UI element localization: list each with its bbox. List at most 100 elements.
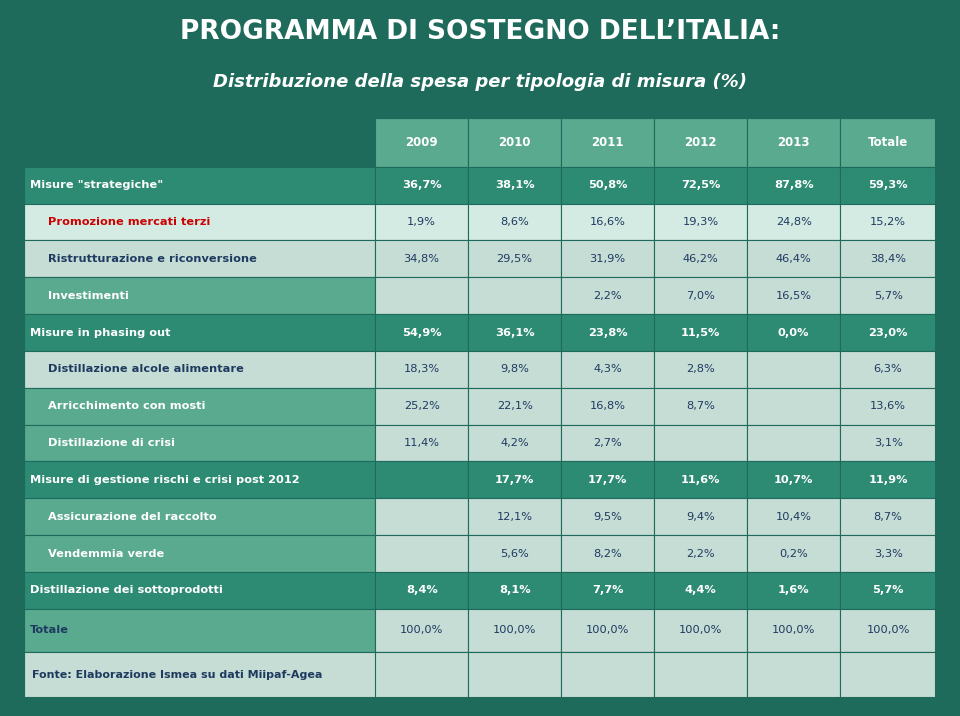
Bar	[375, 425, 468, 462]
Bar	[24, 167, 375, 203]
Text: 22,1%: 22,1%	[496, 401, 533, 411]
Text: 100,0%: 100,0%	[586, 625, 630, 635]
Text: 3,3%: 3,3%	[874, 548, 902, 558]
Text: Distillazione di crisi: Distillazione di crisi	[48, 438, 175, 448]
Bar	[840, 118, 936, 167]
Bar	[562, 167, 654, 203]
Text: Misure in phasing out: Misure in phasing out	[30, 327, 170, 337]
Bar	[747, 462, 840, 498]
Bar	[468, 572, 562, 609]
Text: 16,5%: 16,5%	[776, 291, 812, 301]
Text: 18,3%: 18,3%	[403, 364, 440, 374]
Bar	[375, 609, 468, 652]
Bar	[840, 498, 936, 535]
Bar	[468, 118, 562, 167]
Bar	[562, 535, 654, 572]
Text: 2013: 2013	[778, 136, 810, 149]
Text: 23,0%: 23,0%	[869, 327, 908, 337]
Bar	[654, 609, 747, 652]
Text: Fonte: Elaborazione Ismea su dati Miipaf-Agea: Fonte: Elaborazione Ismea su dati Miipaf…	[32, 670, 322, 679]
Bar	[654, 462, 747, 498]
Bar	[840, 277, 936, 314]
Text: 8,7%: 8,7%	[686, 401, 715, 411]
Bar	[840, 314, 936, 351]
Text: 10,7%: 10,7%	[774, 475, 813, 485]
Bar	[24, 351, 375, 388]
Bar	[747, 314, 840, 351]
Text: 34,8%: 34,8%	[403, 254, 440, 264]
Text: 11,9%: 11,9%	[869, 475, 908, 485]
Text: 15,2%: 15,2%	[870, 217, 906, 227]
Bar	[24, 277, 375, 314]
Text: 16,6%: 16,6%	[589, 217, 626, 227]
Bar	[468, 167, 562, 203]
Bar	[747, 167, 840, 203]
Text: 13,6%: 13,6%	[870, 401, 906, 411]
Text: 3,1%: 3,1%	[874, 438, 902, 448]
Text: 8,1%: 8,1%	[499, 586, 531, 596]
Text: Distillazione dei sottoprodotti: Distillazione dei sottoprodotti	[30, 586, 223, 596]
Text: Arricchimento con mosti: Arricchimento con mosti	[48, 401, 205, 411]
Bar	[468, 535, 562, 572]
Bar	[747, 572, 840, 609]
Bar	[375, 167, 468, 203]
Bar	[654, 572, 747, 609]
Text: 11,6%: 11,6%	[681, 475, 720, 485]
Bar	[468, 462, 562, 498]
Bar	[468, 425, 562, 462]
Text: 17,7%: 17,7%	[588, 475, 628, 485]
Bar	[654, 314, 747, 351]
Bar	[562, 241, 654, 277]
Text: 36,7%: 36,7%	[402, 180, 442, 190]
Bar	[375, 572, 468, 609]
Bar	[562, 498, 654, 535]
Text: 59,3%: 59,3%	[868, 180, 908, 190]
Text: 17,7%: 17,7%	[495, 475, 535, 485]
Bar	[468, 241, 562, 277]
Bar	[24, 118, 936, 698]
Bar	[375, 462, 468, 498]
Text: 8,6%: 8,6%	[500, 217, 529, 227]
Bar	[562, 351, 654, 388]
Text: 36,1%: 36,1%	[494, 327, 535, 337]
Bar	[375, 535, 468, 572]
Bar	[654, 498, 747, 535]
Bar	[375, 652, 468, 698]
Bar	[747, 498, 840, 535]
Text: 23,8%: 23,8%	[588, 327, 628, 337]
Text: 100,0%: 100,0%	[867, 625, 910, 635]
Bar	[840, 535, 936, 572]
Bar	[468, 314, 562, 351]
Text: Distribuzione della spesa per tipologia di misura (%): Distribuzione della spesa per tipologia …	[213, 73, 747, 92]
Bar	[654, 425, 747, 462]
Text: 8,7%: 8,7%	[874, 512, 902, 522]
Bar	[562, 118, 654, 167]
Bar	[468, 203, 562, 241]
Text: 50,8%: 50,8%	[588, 180, 628, 190]
Bar	[747, 388, 840, 425]
Text: 1,6%: 1,6%	[778, 586, 809, 596]
Bar	[654, 277, 747, 314]
Text: 9,8%: 9,8%	[500, 364, 529, 374]
Text: 5,7%: 5,7%	[873, 586, 904, 596]
Text: 1,9%: 1,9%	[407, 217, 436, 227]
Bar	[840, 351, 936, 388]
Text: 9,4%: 9,4%	[686, 512, 715, 522]
Bar	[24, 203, 375, 241]
Bar	[747, 203, 840, 241]
Bar	[24, 535, 375, 572]
Bar	[562, 425, 654, 462]
Text: 25,2%: 25,2%	[404, 401, 440, 411]
Text: Vendemmia verde: Vendemmia verde	[48, 548, 164, 558]
Bar	[840, 241, 936, 277]
Bar	[654, 118, 747, 167]
Bar	[562, 572, 654, 609]
Bar	[468, 388, 562, 425]
Bar	[468, 498, 562, 535]
Text: Promozione mercati terzi: Promozione mercati terzi	[48, 217, 210, 227]
Text: 7,0%: 7,0%	[686, 291, 715, 301]
Text: 7,7%: 7,7%	[592, 586, 623, 596]
Text: Distillazione alcole alimentare: Distillazione alcole alimentare	[48, 364, 244, 374]
Bar	[562, 388, 654, 425]
Text: 2,2%: 2,2%	[686, 548, 715, 558]
